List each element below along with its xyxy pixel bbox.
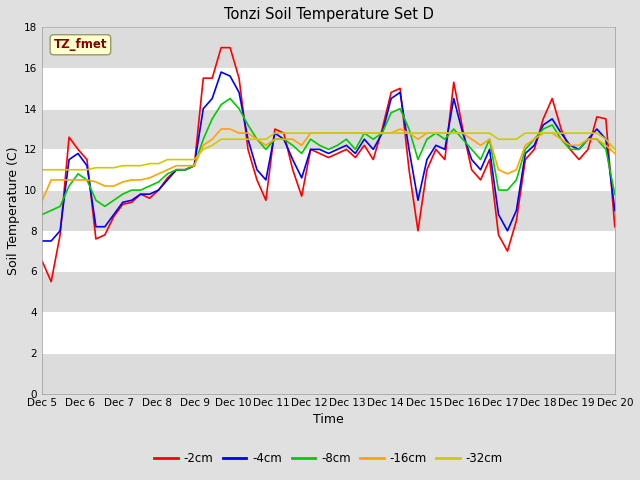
X-axis label: Time: Time (313, 413, 344, 426)
Bar (42, 353, 615, 394)
Bar (42, 312, 615, 353)
Bar (42, 108, 615, 149)
Bar (42, 68, 615, 108)
Bar (42, 272, 615, 312)
Y-axis label: Soil Temperature (C): Soil Temperature (C) (7, 146, 20, 275)
Bar (42, 190, 615, 231)
Bar (42, 27, 615, 68)
Title: Tonzi Soil Temperature Set D: Tonzi Soil Temperature Set D (223, 7, 433, 22)
Bar (42, 231, 615, 272)
Legend: -2cm, -4cm, -8cm, -16cm, -32cm: -2cm, -4cm, -8cm, -16cm, -32cm (149, 447, 508, 469)
Bar (42, 149, 615, 190)
Text: TZ_fmet: TZ_fmet (54, 38, 107, 51)
